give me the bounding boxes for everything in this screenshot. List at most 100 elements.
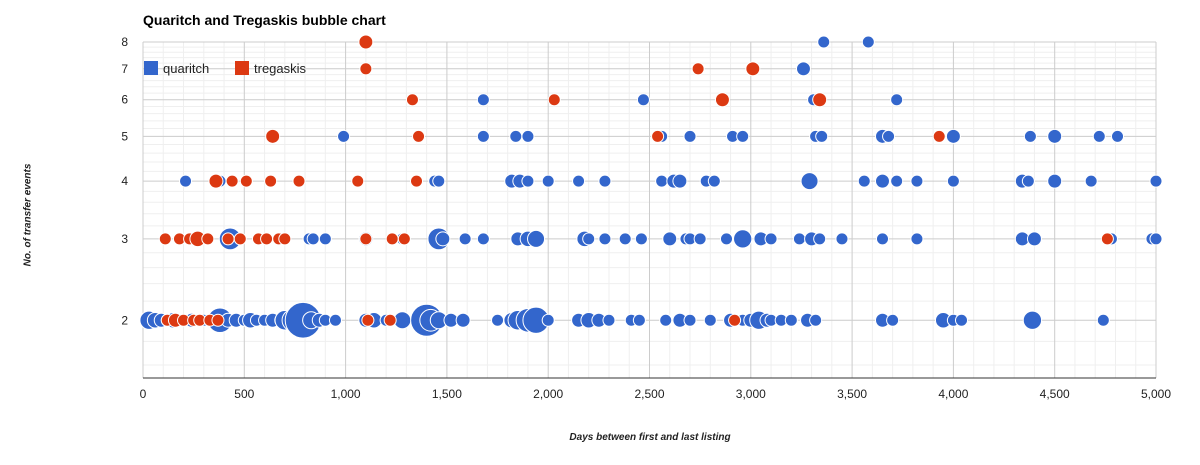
quaritch-bubble bbox=[1149, 232, 1163, 246]
y-tick-label: 8 bbox=[121, 35, 128, 49]
quaritch-bubble bbox=[179, 174, 193, 188]
quaritch-bubble bbox=[890, 174, 904, 188]
quaritch-legend-label: quaritch bbox=[163, 61, 209, 76]
y-tick-label: 4 bbox=[121, 174, 128, 188]
tregaskis-bubble bbox=[651, 129, 665, 143]
tregaskis-bubble bbox=[201, 232, 215, 246]
chart-title: Quaritch and Tregaskis bubble chart bbox=[143, 12, 386, 28]
x-tick-label: 500 bbox=[234, 387, 254, 401]
quaritch-bubble bbox=[662, 231, 678, 247]
tregaskis-bubble bbox=[547, 93, 561, 107]
quaritch-bubble bbox=[1096, 313, 1110, 327]
x-tick-label: 4,000 bbox=[938, 387, 968, 401]
tregaskis-bubble bbox=[260, 232, 274, 246]
quaritch-bubble bbox=[736, 129, 750, 143]
quaritch-bubble bbox=[1092, 129, 1106, 143]
quaritch-bubble bbox=[809, 313, 823, 327]
x-tick-label: 1,000 bbox=[331, 387, 361, 401]
tregaskis-bubble bbox=[728, 313, 742, 327]
quaritch-bubble bbox=[672, 173, 688, 189]
quaritch-bubble bbox=[784, 313, 798, 327]
quaritch-bubble bbox=[582, 232, 596, 246]
quaritch-bubble bbox=[306, 232, 320, 246]
tregaskis-bubble bbox=[714, 92, 730, 108]
quaritch-bubble bbox=[683, 129, 697, 143]
x-tick-label: 5,000 bbox=[1141, 387, 1171, 401]
tregaskis-bubble bbox=[358, 34, 374, 50]
tregaskis-bubble bbox=[359, 62, 373, 76]
legend: quaritch tregaskis bbox=[144, 61, 307, 76]
quaritch-bubble bbox=[527, 229, 546, 248]
quaritch-bubble bbox=[719, 232, 734, 246]
quaritch-bubble bbox=[455, 312, 471, 328]
x-tick-label: 4,500 bbox=[1040, 387, 1070, 401]
quaritch-bubble bbox=[910, 174, 924, 188]
tregaskis-bubble bbox=[1100, 232, 1114, 246]
quaritch-bubble bbox=[946, 174, 960, 188]
quaritch-bubble bbox=[432, 174, 446, 188]
tregaskis-bubble bbox=[221, 232, 235, 246]
tregaskis-bubble bbox=[812, 92, 828, 108]
quaritch-bubble bbox=[683, 313, 697, 327]
quaritch-bubble bbox=[1149, 174, 1163, 188]
tregaskis-bubble bbox=[383, 313, 397, 327]
quaritch-bubble bbox=[476, 129, 490, 143]
quaritch-bubble bbox=[875, 173, 890, 189]
quaritch-bubble bbox=[572, 174, 586, 188]
tregaskis-bubble bbox=[412, 129, 426, 143]
x-tick-label: 2,000 bbox=[533, 387, 563, 401]
tregaskis-bubble bbox=[225, 174, 239, 188]
quaritch-bubble bbox=[458, 232, 472, 246]
tregaskis-legend-swatch bbox=[235, 61, 249, 75]
quaritch-bubble bbox=[764, 232, 778, 246]
tregaskis-bubble bbox=[208, 173, 224, 189]
x-tick-label: 1,500 bbox=[432, 387, 462, 401]
quaritch-bubble bbox=[1021, 174, 1035, 188]
quaritch-bubble bbox=[890, 93, 904, 107]
quaritch-bubble bbox=[337, 129, 351, 143]
tregaskis-bubble bbox=[351, 174, 365, 188]
tregaskis-bubble bbox=[397, 232, 411, 246]
tregaskis-bubble bbox=[158, 232, 172, 246]
quaritch-bubble bbox=[1026, 231, 1042, 247]
quaritch-bubble bbox=[1084, 174, 1098, 188]
quaritch-bubble bbox=[886, 313, 900, 327]
quaritch-bubble bbox=[509, 129, 523, 143]
quaritch-bubble bbox=[875, 232, 890, 246]
x-tick-label: 3,500 bbox=[837, 387, 867, 401]
tregaskis-bubble bbox=[278, 232, 292, 246]
y-tick-label: 7 bbox=[121, 62, 128, 76]
quaritch-bubble bbox=[476, 232, 490, 246]
quaritch-bubble bbox=[1110, 129, 1125, 143]
x-axis-label: Days between first and last listing bbox=[569, 432, 731, 443]
tregaskis-bubble bbox=[239, 174, 253, 188]
quaritch-bubble bbox=[521, 174, 535, 188]
tregaskis-bubble bbox=[264, 174, 278, 188]
tregaskis-bubble bbox=[233, 232, 247, 246]
quaritch-bubble bbox=[792, 232, 806, 246]
quaritch-bubble bbox=[598, 174, 612, 188]
quaritch-bubble bbox=[813, 232, 827, 246]
quaritch-bubble bbox=[954, 313, 969, 327]
tregaskis-bubble bbox=[691, 62, 705, 76]
tregaskis-bubble bbox=[265, 128, 281, 144]
tregaskis-bubble bbox=[385, 232, 399, 246]
tregaskis-bubble bbox=[292, 174, 306, 188]
quaritch-bubble bbox=[476, 93, 490, 107]
quaritch-legend-swatch bbox=[144, 61, 158, 75]
quaritch-bubble bbox=[857, 174, 871, 188]
quaritch-bubble bbox=[945, 128, 961, 144]
quaritch-bubble bbox=[795, 61, 811, 77]
y-tick-label: 2 bbox=[121, 313, 128, 327]
quaritch-bubble bbox=[598, 232, 612, 246]
quaritch-bubble bbox=[491, 313, 505, 327]
tregaskis-bubble bbox=[359, 232, 373, 246]
tregaskis-bubble bbox=[211, 313, 225, 327]
quaritch-bubble bbox=[1022, 310, 1043, 330]
y-tick-label: 5 bbox=[121, 129, 128, 143]
x-tick-label: 3,000 bbox=[736, 387, 766, 401]
quaritch-bubble bbox=[800, 172, 819, 191]
quaritch-bubble bbox=[815, 129, 829, 143]
quaritch-bubble bbox=[910, 232, 924, 246]
